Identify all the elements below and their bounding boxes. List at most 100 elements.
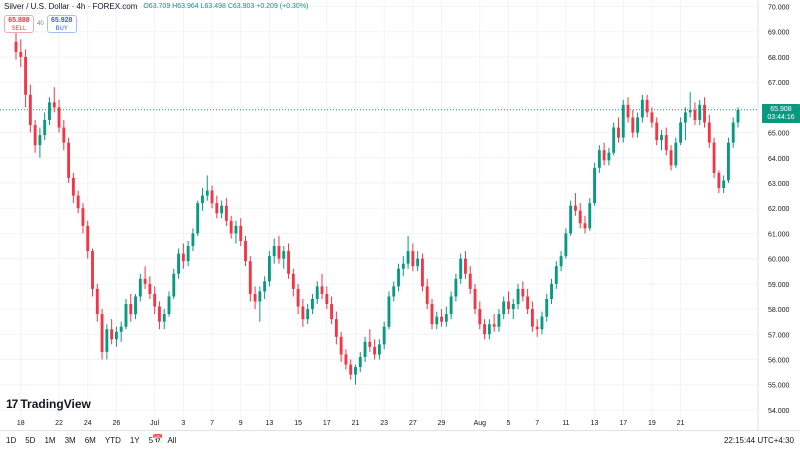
candle — [244, 235, 247, 267]
candle — [148, 276, 152, 299]
candle — [683, 107, 687, 141]
candle — [95, 283, 99, 322]
candlestick-chart[interactable]: 54.000 55.000 56.000 57.000 58.000 59.000 60.0… — [0, 0, 800, 430]
candle — [33, 119, 37, 153]
candle-body — [440, 316, 443, 322]
candle-body — [234, 225, 238, 234]
buy-button[interactable]: 65.928 BUY — [46, 15, 77, 33]
candle — [717, 170, 721, 194]
candle-body — [315, 286, 319, 299]
candle — [736, 107, 740, 128]
candle-body — [669, 150, 673, 166]
candle — [468, 266, 472, 294]
candle — [420, 253, 424, 292]
candle — [181, 243, 185, 269]
candle-body — [660, 135, 663, 141]
candle-body — [287, 251, 290, 274]
candle-body — [530, 309, 534, 327]
candle — [597, 145, 601, 173]
candle — [645, 94, 649, 118]
candle-body — [248, 261, 252, 294]
utc-clock[interactable]: 22:15:44 UTC+4:30 — [723, 436, 794, 445]
range-button-6m[interactable]: 6M — [84, 436, 96, 445]
range-button-ytd[interactable]: YTD — [104, 436, 121, 445]
range-button-5d[interactable]: 5D — [25, 436, 36, 445]
sell-button[interactable]: 65.888 SELL — [4, 15, 34, 33]
candle — [727, 137, 730, 184]
candle-body — [468, 273, 472, 289]
candle — [91, 248, 94, 297]
candle — [607, 147, 611, 166]
last-price-tag: 65.908 03:44:16 — [762, 103, 800, 123]
candle-body — [19, 51, 23, 57]
candle — [239, 218, 243, 247]
candle-body — [464, 258, 467, 274]
candle — [48, 97, 51, 126]
candle-body — [569, 205, 573, 234]
ohlc-values: O63.709 H63.964 L63.498 C63.903 +0.209 (… — [143, 3, 309, 10]
time-tick-label: 11 — [562, 420, 569, 427]
candle — [435, 311, 439, 330]
time-tick-label: 17 — [619, 420, 627, 427]
candle-body — [158, 306, 161, 322]
candle-body — [81, 208, 85, 226]
candle — [626, 97, 630, 123]
bar-countdown: 03:44:16 — [767, 113, 795, 121]
candle-body — [110, 329, 114, 340]
price-tick-label: 59.000 — [768, 282, 790, 289]
candle-body — [435, 316, 439, 325]
candle — [617, 117, 620, 143]
candle — [392, 281, 396, 302]
candle-body — [148, 283, 152, 294]
tradingview-logo[interactable]: 17 TradingView — [6, 397, 91, 411]
candle — [722, 175, 726, 194]
candle-body — [114, 331, 118, 340]
candle-body — [14, 41, 18, 52]
candle-body — [406, 251, 410, 264]
candle — [373, 339, 377, 360]
candle-body — [578, 210, 582, 224]
spread-value: 40 — [37, 21, 44, 27]
candle-body — [535, 326, 539, 330]
candle — [363, 336, 367, 363]
candle — [449, 291, 453, 320]
candle-body — [698, 104, 702, 120]
candle-body — [621, 104, 625, 138]
symbol-title[interactable]: Silver / U.S. Dollar · 4h · FOREX.com — [4, 2, 138, 11]
last-price: 65.908 — [770, 105, 792, 113]
candle — [277, 235, 281, 264]
range-button-1y[interactable]: 1Y — [129, 436, 140, 445]
range-button-1m[interactable]: 1M — [44, 436, 56, 445]
grid — [0, 0, 758, 420]
calendar-range-icon[interactable]: 📅 — [152, 434, 164, 444]
candle — [473, 283, 477, 315]
candle — [640, 94, 644, 123]
range-button-all[interactable]: All — [167, 436, 177, 445]
candle — [377, 339, 381, 360]
candle — [129, 293, 133, 322]
candle — [406, 235, 410, 269]
price-axis[interactable]: 54.000 55.000 56.000 57.000 58.000 59.000 60.0… — [757, 0, 790, 430]
candle-body — [655, 122, 659, 141]
candle-body — [688, 109, 692, 113]
candle — [52, 87, 56, 113]
time-tick-label: 21 — [677, 420, 685, 427]
buy-price: 65.928 — [50, 17, 73, 24]
candle-body — [301, 306, 305, 320]
candle — [311, 293, 314, 315]
candle-body — [282, 251, 286, 259]
candle-body — [564, 233, 568, 257]
candle-body — [349, 364, 353, 375]
candle — [43, 112, 47, 141]
time-tick-label: Aug — [474, 420, 487, 427]
candle — [430, 298, 434, 330]
candle — [100, 309, 104, 360]
range-button-5y[interactable]: 5Y — [148, 436, 159, 445]
candle — [636, 112, 640, 138]
candle — [459, 253, 463, 284]
time-axis[interactable]: 18 22 24 26 Jul 3 7 9 13 15 17 21 23 27 29 Aug 5 7 11 13 17 1… — [17, 420, 685, 427]
range-button-1d[interactable]: 1D — [6, 436, 17, 445]
candle — [124, 298, 128, 330]
range-button-3m[interactable]: 3M — [64, 436, 76, 445]
candle — [320, 273, 324, 299]
